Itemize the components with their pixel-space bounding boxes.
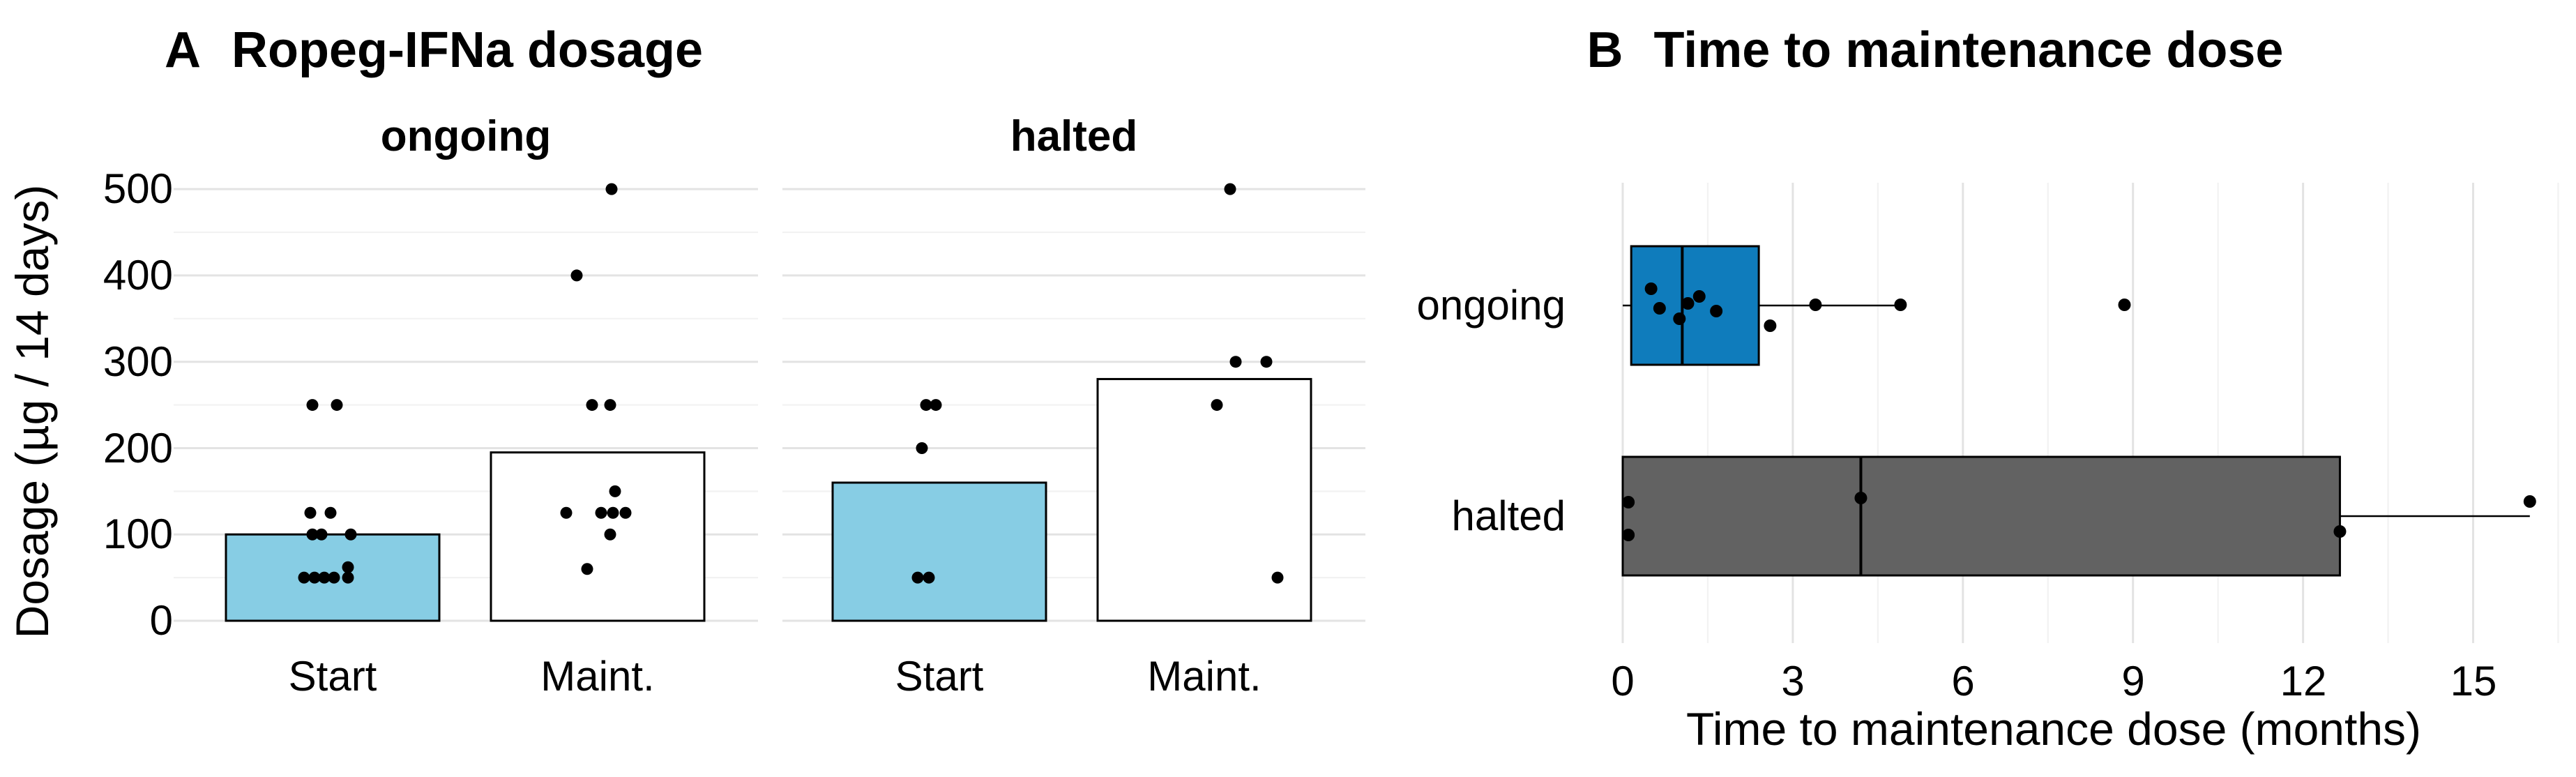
dose-point: [911, 571, 924, 584]
panel-b-tag: B: [1586, 22, 1623, 78]
y-tick-label: 500: [103, 165, 173, 212]
panel-b-title-text: Time to maintenance dose: [1653, 22, 2284, 78]
time-point: [2118, 299, 2131, 311]
facet-label-halted: halted: [1010, 112, 1138, 160]
dose-point: [318, 571, 331, 584]
dose-point: [306, 528, 319, 541]
dose-point: [607, 506, 619, 519]
time-point: [1681, 297, 1695, 310]
dose-point: [306, 399, 319, 412]
y-tick-label: 100: [103, 511, 173, 557]
dose-point: [916, 442, 928, 454]
time-point: [1653, 302, 1666, 315]
dose-point: [930, 399, 942, 412]
dose-point: [923, 571, 935, 584]
dose-point: [1271, 571, 1284, 584]
x-category-label: Start: [288, 653, 377, 700]
dose-point: [1211, 399, 1223, 412]
time-point: [1644, 282, 1658, 295]
dose-point: [920, 399, 932, 412]
x-category-label: Maint.: [1147, 653, 1262, 700]
x-category-label: Maint.: [540, 653, 655, 700]
x-tick-label: 6: [1951, 658, 1975, 704]
panel-a-title: A Ropeg-IFNa dosage: [165, 25, 703, 75]
dose-point: [308, 571, 321, 584]
x-tick-label: 15: [2450, 658, 2497, 704]
time-point: [1894, 299, 1907, 311]
y-tick-label: 0: [149, 597, 173, 644]
x-axis-title: Time to maintenance dose (months): [1685, 703, 2422, 755]
time-point: [2333, 525, 2347, 538]
y-axis-title: Dosage (µg / 14 days): [6, 184, 58, 639]
dose-point: [570, 269, 583, 282]
dose-point: [560, 506, 573, 519]
dose-point: [604, 528, 616, 541]
x-tick-label: 0: [1611, 658, 1635, 704]
time-point: [1622, 496, 1635, 508]
dose-point: [604, 399, 616, 412]
mean-bar-halted-start: [831, 481, 1047, 622]
dose-point: [581, 563, 593, 575]
dose-point: [619, 506, 632, 519]
dose-point: [1229, 356, 1242, 368]
time-point: [2523, 495, 2536, 508]
time-point: [1764, 319, 1777, 332]
time-point: [1673, 312, 1686, 325]
y-tick-label: 300: [103, 338, 173, 385]
x-category-label: Start: [895, 653, 984, 700]
y-tick-label: 200: [103, 425, 173, 472]
box-halted: [1621, 455, 2341, 577]
dose-point: [586, 399, 598, 412]
time-point: [1622, 529, 1635, 541]
panel-a-tag: A: [164, 22, 201, 78]
x-tick-label: 3: [1781, 658, 1805, 704]
dose-point: [315, 528, 328, 541]
dose-point: [609, 485, 621, 497]
dose-point: [1224, 183, 1236, 195]
dose-point: [328, 571, 340, 584]
dose-point: [298, 571, 310, 584]
dose-point: [324, 506, 337, 519]
mean-bar-halted-maint: [1096, 377, 1312, 622]
dose-point: [1260, 356, 1273, 368]
box-ongoing: [1630, 245, 1760, 366]
panel-b-title: B Time to maintenance dose: [1587, 25, 2284, 75]
panel-a-title-text: Ropeg-IFNa dosage: [231, 22, 704, 78]
row-label-ongoing: ongoing: [1416, 282, 1566, 329]
dose-point: [595, 506, 607, 519]
facet-label-ongoing: ongoing: [380, 112, 552, 160]
row-label-halted: halted: [1451, 492, 1566, 539]
y-tick-label: 400: [103, 252, 173, 299]
dose-point: [605, 183, 618, 195]
time-point: [1854, 492, 1867, 504]
time-point: [1710, 305, 1723, 317]
x-tick-label: 12: [2280, 658, 2327, 704]
dose-point: [342, 571, 354, 584]
dose-point: [304, 506, 317, 519]
x-tick-label: 9: [2121, 658, 2145, 704]
time-point: [1809, 299, 1822, 311]
mean-bar-ongoing-maint: [490, 451, 706, 622]
dose-point: [344, 528, 357, 541]
dose-point: [342, 561, 354, 573]
dose-point: [331, 399, 343, 412]
time-point: [1692, 290, 1706, 303]
